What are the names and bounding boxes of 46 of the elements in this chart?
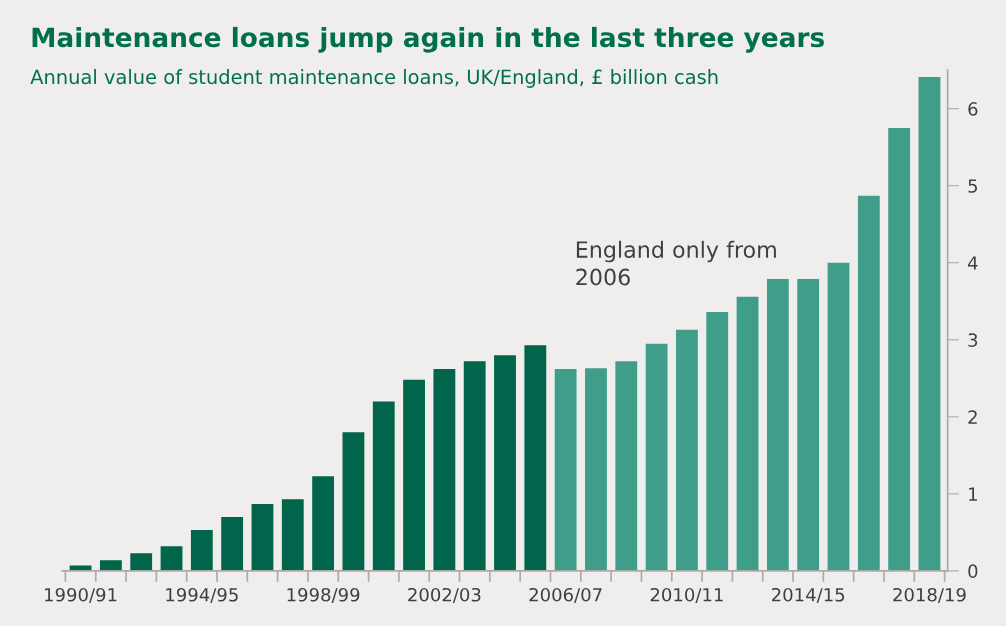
bar: [736, 296, 759, 571]
chart-subtitle: Annual value of student maintenance loans, UK/England, £ billion cash: [30, 69, 718, 88]
bar: [857, 195, 880, 571]
bar: [888, 127, 911, 571]
x-tick-label: 2010/11: [650, 587, 723, 603]
bar: [797, 278, 820, 571]
bar: [221, 516, 244, 571]
bar: [827, 262, 850, 571]
bar: [342, 432, 365, 571]
y-tick-label: 3: [968, 333, 978, 347]
bar: [251, 503, 274, 571]
x-tick-label: 1990/91: [45, 587, 117, 603]
y-tick-label: 6: [968, 102, 978, 116]
bar: [918, 77, 941, 571]
bar: [312, 476, 335, 571]
y-tick-label: 2: [968, 410, 977, 424]
x-tick-label: 2006/07: [529, 587, 602, 603]
bar: [645, 343, 668, 571]
y-tick-label: 4: [967, 256, 978, 270]
y-tick-label: 0: [968, 564, 978, 579]
bar: [372, 401, 395, 571]
bar: [554, 369, 577, 571]
x-tick-label: 2002/03: [408, 587, 481, 603]
chart-title: Maintenance loans jump again in the last three years: [32, 26, 824, 53]
bar: [463, 361, 486, 571]
bar: [585, 368, 607, 571]
x-tick-label: 1998/99: [287, 587, 360, 603]
bar: [190, 530, 213, 571]
bar: [433, 369, 456, 571]
annotation: England only from 2006: [576, 240, 776, 286]
x-tick-label: 1994/95: [166, 587, 238, 603]
x-tick-label: 2014/15: [772, 587, 845, 603]
bar: [130, 553, 153, 571]
bar: [524, 345, 547, 571]
bar: [160, 546, 183, 571]
y-tick-label: 5: [968, 179, 978, 193]
y-tick-label: 1: [969, 487, 977, 501]
bar: [403, 379, 425, 571]
bar: [281, 499, 304, 571]
bar: [494, 355, 516, 571]
bar: [766, 278, 789, 571]
bar: [99, 560, 122, 571]
bar: [676, 329, 698, 571]
x-tick-label: 2018/19: [893, 587, 966, 603]
bar: [706, 312, 729, 571]
bar: [615, 361, 638, 571]
